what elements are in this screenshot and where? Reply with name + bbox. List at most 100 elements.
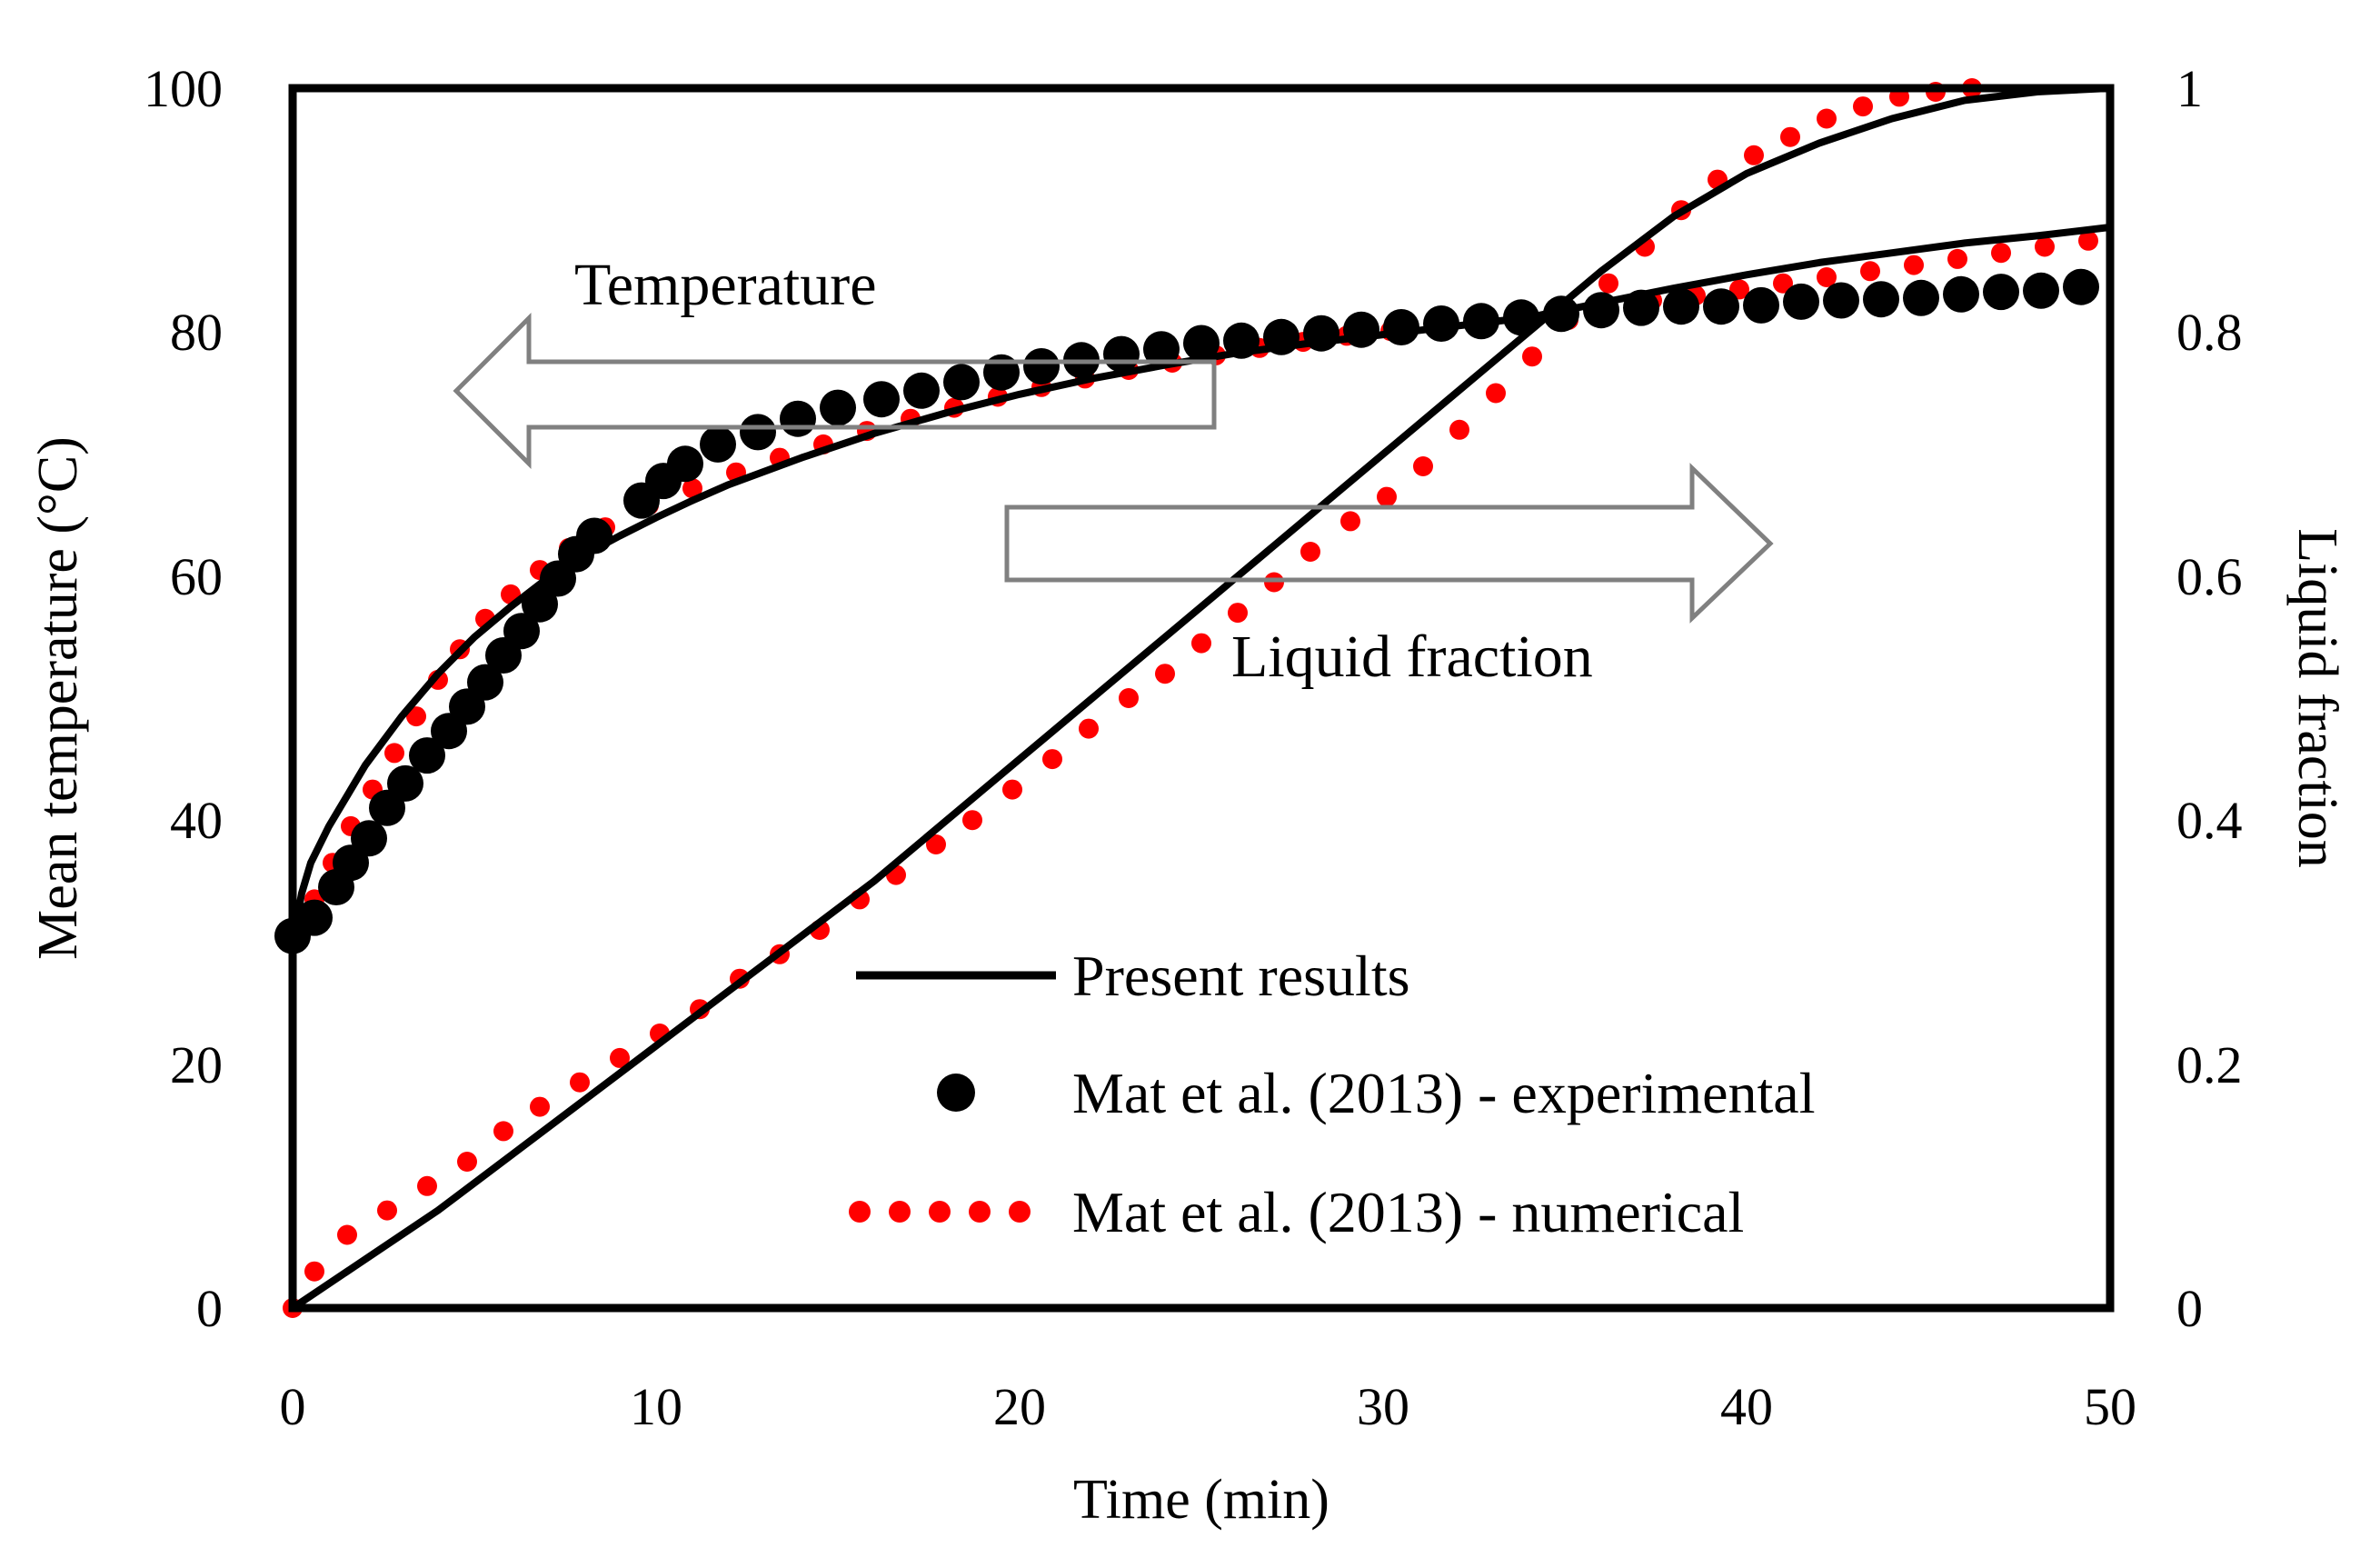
numerical-point xyxy=(1598,273,1618,294)
x-tick-label: 30 xyxy=(1357,1377,1409,1436)
numerical-point xyxy=(1522,346,1542,367)
y-right-tick-label: 0 xyxy=(2176,1279,2203,1338)
x-tick-label: 20 xyxy=(993,1377,1046,1436)
x-tick-label: 50 xyxy=(2084,1377,2136,1436)
experimental-point xyxy=(1423,305,1459,342)
experimental-point xyxy=(1383,309,1419,345)
y-left-tick-label: 0 xyxy=(196,1279,223,1338)
x-axis-title: Time (min) xyxy=(1073,1469,1329,1531)
experimental-point xyxy=(1743,286,1779,324)
numerical-point xyxy=(1486,383,1506,404)
experimental-point xyxy=(1703,288,1739,325)
experimental-point xyxy=(1863,281,1899,318)
y-left-axis-ticks: 0 20 40 60 80 100 xyxy=(144,59,223,1338)
experimental-point xyxy=(2023,272,2059,309)
y-right-tick-label: 0.4 xyxy=(2176,791,2243,850)
x-tick-label: 0 xyxy=(280,1377,306,1436)
experimental-point xyxy=(1663,288,1699,325)
experimental-point xyxy=(1783,283,1819,320)
numerical-point xyxy=(384,743,404,764)
numerical-point xyxy=(1773,273,1793,294)
numerical-point xyxy=(457,1152,477,1172)
experimental-point xyxy=(387,764,423,802)
experimental-point xyxy=(1183,325,1220,362)
numerical-point xyxy=(377,1200,397,1221)
numerical-point xyxy=(682,478,702,499)
numerical-point xyxy=(1079,718,1099,739)
y-right-axis-ticks: 0 0.2 0.4 0.6 0.8 1 xyxy=(2176,59,2243,1338)
numerical-point xyxy=(1817,267,1837,287)
legend-swatch-red-dot xyxy=(849,1201,871,1223)
experimental-point xyxy=(522,585,558,623)
numerical-point xyxy=(610,1047,630,1068)
series-mat-et-al-2013-experimental-temperature xyxy=(274,268,2099,954)
legend-label: Mat et al. (2013) - experimental xyxy=(1072,1061,1815,1125)
experimental-point xyxy=(1103,335,1140,373)
y-right-tick-label: 0.6 xyxy=(2176,547,2243,606)
experimental-point xyxy=(1223,322,1260,359)
legend-item-numerical: Mat et al. (2013) - numerical xyxy=(849,1180,1744,1244)
series-present-results-liquid-fraction xyxy=(290,85,2111,1312)
experimental-point xyxy=(740,414,776,451)
liquid-fraction-annotation: Liquid fraction xyxy=(1231,624,1593,690)
experimental-point xyxy=(820,389,856,426)
experimental-point xyxy=(2063,268,2099,305)
experimental-point xyxy=(1983,274,2019,311)
experimental-point xyxy=(1543,295,1579,333)
experimental-point xyxy=(1903,279,1939,316)
numerical-point xyxy=(337,1224,357,1245)
temperature-annotation: Temperature xyxy=(574,252,877,318)
experimental-point xyxy=(1343,311,1379,348)
experimental-point xyxy=(503,613,540,650)
experimental-point xyxy=(1263,318,1300,355)
liquid-fraction-arrow xyxy=(1004,463,1774,624)
numerical-point xyxy=(530,1096,550,1117)
legend-swatch-red-dot xyxy=(1009,1201,1031,1223)
y-right-tick-label: 0.2 xyxy=(2176,1035,2243,1094)
numerical-point xyxy=(406,706,426,727)
y-right-tick-label: 0.8 xyxy=(2176,303,2243,362)
legend-item-experimental: Mat et al. (2013) - experimental xyxy=(937,1061,1815,1125)
numerical-point xyxy=(1300,542,1320,562)
legend-item-present-results: Present results xyxy=(856,944,1410,1008)
experimental-point xyxy=(576,517,612,554)
experimental-point xyxy=(1503,299,1539,336)
series-line xyxy=(289,224,2111,944)
y-right-tick-label: 1 xyxy=(2176,59,2203,118)
experimental-point xyxy=(1023,348,1060,385)
legend-label: Present results xyxy=(1072,944,1410,1008)
numerical-point xyxy=(493,1121,513,1142)
experimental-point xyxy=(409,737,445,774)
experimental-point xyxy=(1623,289,1659,326)
y-left-tick-label: 80 xyxy=(170,303,223,362)
numerical-point xyxy=(304,1261,324,1282)
numerical-point xyxy=(1002,779,1022,800)
y-left-tick-label: 100 xyxy=(144,59,223,118)
experimental-point xyxy=(1943,275,1979,313)
numerical-point xyxy=(1340,511,1360,532)
temperature-arrow xyxy=(453,312,1217,470)
numerical-point xyxy=(1817,108,1837,129)
legend-label: Mat et al. (2013) - numerical xyxy=(1072,1180,1744,1244)
numerical-point xyxy=(1860,261,1880,282)
experimental-point xyxy=(351,820,387,857)
experimental-point xyxy=(1823,282,1859,319)
experimental-point xyxy=(467,664,503,701)
annotations: Temperature Liquid fraction xyxy=(453,252,1774,690)
numerical-point xyxy=(1904,255,1924,275)
series-line xyxy=(290,85,2111,1312)
numerical-point xyxy=(926,834,946,854)
legend-swatch-red-dot xyxy=(889,1201,911,1223)
numerical-point xyxy=(1377,486,1397,507)
experimental-point xyxy=(700,425,736,463)
plot-frame xyxy=(288,84,2115,1313)
numerical-point xyxy=(1853,96,1873,117)
y-left-tick-label: 60 xyxy=(170,547,223,606)
experimental-point xyxy=(1303,315,1339,352)
legend-swatch-red-dot xyxy=(929,1201,951,1223)
numerical-point xyxy=(1042,749,1062,770)
numerical-point xyxy=(1449,419,1469,440)
experimental-point xyxy=(296,899,333,936)
x-tick-label: 10 xyxy=(630,1377,682,1436)
